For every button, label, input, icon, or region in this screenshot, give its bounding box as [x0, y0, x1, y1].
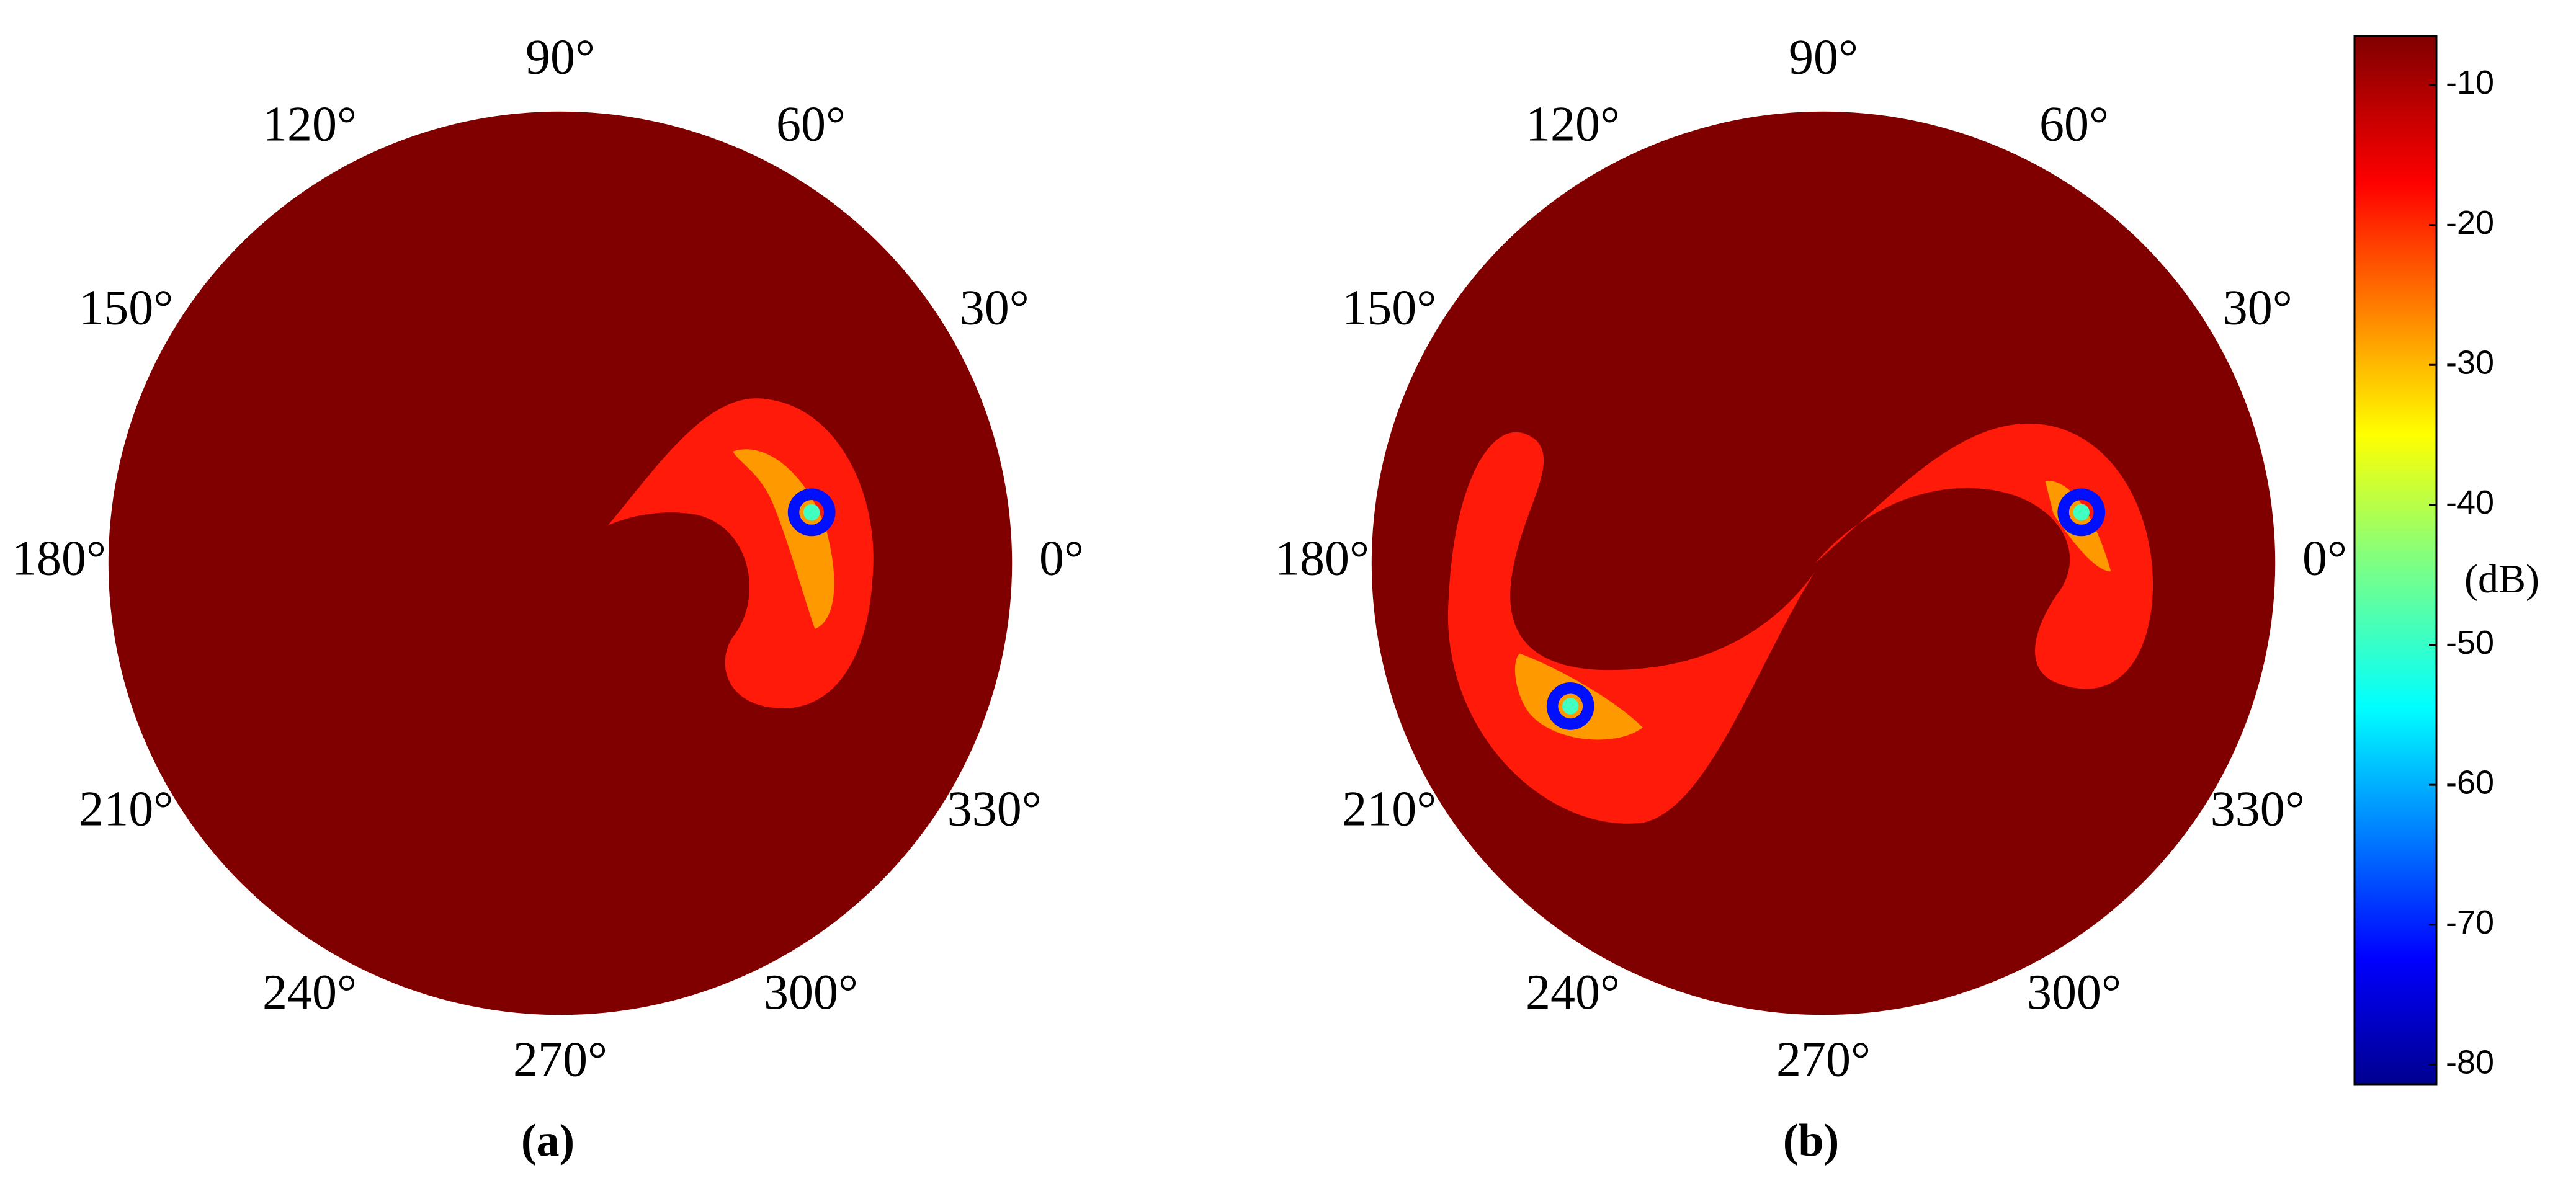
- null-ring: [787, 488, 836, 537]
- angle-tick-label: 300°: [2027, 965, 2121, 1020]
- angle-tick-label: 180°: [12, 531, 106, 586]
- angle-tick-label: 60°: [2039, 97, 2109, 152]
- panel-label: (b): [1783, 1115, 1839, 1166]
- colorbar-tick-label: -80: [2446, 1044, 2494, 1081]
- angle-tick-label: 270°: [1776, 1032, 1871, 1087]
- colorbar-label: (dB): [2464, 556, 2539, 602]
- colorbar-tick-label: -70: [2446, 904, 2494, 941]
- null-ring: [2057, 488, 2106, 537]
- colorbar-tick-label: -30: [2446, 344, 2494, 381]
- background-region: [108, 111, 1013, 1015]
- null-ring: [1546, 682, 1594, 730]
- angle-tick-label: 240°: [1526, 965, 1620, 1020]
- angle-tick-label: 120°: [262, 97, 357, 152]
- red-region: [1447, 432, 1815, 824]
- red-region: [607, 398, 874, 708]
- panel-label: (a): [521, 1115, 575, 1166]
- angle-tick-label: 150°: [79, 280, 173, 335]
- angle-tick-label: 90°: [1789, 30, 1858, 84]
- angle-tick-label: 330°: [2211, 782, 2305, 836]
- colorbar-tick-label: -40: [2446, 484, 2494, 521]
- null-center: [2073, 504, 2090, 521]
- angle-tick-label: 30°: [960, 280, 1029, 335]
- colorbar: [2353, 35, 2438, 1086]
- polar-map-b: [1371, 111, 2276, 1015]
- colorbar-tick-label: -60: [2446, 764, 2494, 801]
- colorbar-tick-label: -20: [2446, 204, 2494, 241]
- angle-tick-label: 240°: [262, 965, 357, 1020]
- polar-map-a: [108, 111, 1013, 1015]
- angle-tick-label: 90°: [525, 30, 595, 84]
- angle-tick-label: 0°: [1039, 531, 1084, 586]
- angle-tick-label: 150°: [1342, 280, 1436, 335]
- angle-tick-label: 180°: [1275, 531, 1369, 586]
- null-center: [803, 504, 820, 521]
- angle-tick-label: 30°: [2223, 280, 2292, 335]
- angle-tick-label: 210°: [79, 782, 173, 836]
- angle-tick-label: 0°: [2302, 531, 2347, 586]
- null-center: [1562, 698, 1579, 715]
- angle-tick-label: 120°: [1526, 97, 1620, 152]
- angle-tick-label: 330°: [947, 782, 1042, 836]
- angle-tick-label: 210°: [1342, 782, 1436, 836]
- angle-tick-label: 270°: [513, 1032, 607, 1087]
- colorbar-tick-label: -10: [2446, 64, 2494, 101]
- angle-tick-label: 60°: [776, 97, 846, 152]
- colorbar-tick-label: -50: [2446, 624, 2494, 661]
- angle-tick-label: 300°: [764, 965, 858, 1020]
